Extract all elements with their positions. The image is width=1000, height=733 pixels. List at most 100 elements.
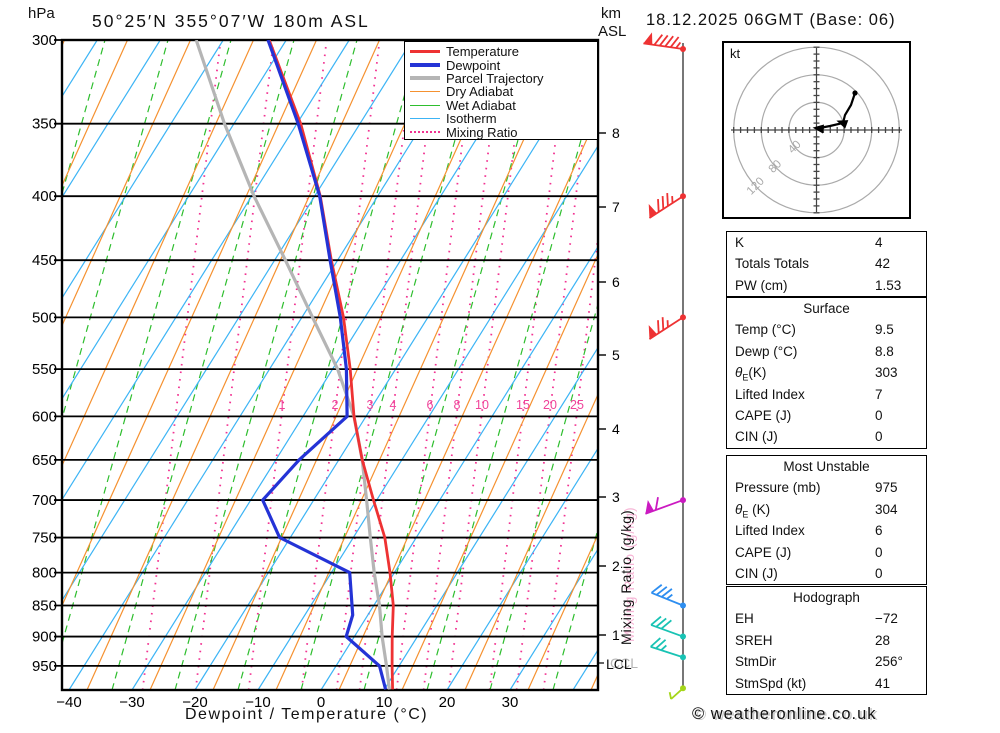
table-title: Hodograph xyxy=(793,590,860,605)
barb-full xyxy=(650,584,663,594)
wind-barb xyxy=(645,497,686,515)
km-tick-label: 1 xyxy=(612,627,620,643)
barb-half xyxy=(660,644,667,651)
legend-swatch-dry-adiabat xyxy=(410,91,440,93)
barb-full xyxy=(660,619,672,630)
table-row: Dewp (°C) 8.8 xyxy=(727,341,926,362)
table-row-label: CIN (J) xyxy=(735,429,778,445)
mixing-ratio-line xyxy=(515,40,596,690)
legend-swatch-dewpoint xyxy=(410,63,440,68)
pressure-tick-label: 750 xyxy=(32,530,57,547)
wind-barb-column xyxy=(643,32,686,700)
table-row: CIN (J) 0 xyxy=(727,426,926,447)
barb-half xyxy=(668,691,672,700)
dry-adiabat-line xyxy=(149,40,444,690)
table-row-value: 1.53 xyxy=(875,277,902,293)
dry-adiabat-line xyxy=(464,392,598,690)
dry-adiabat-line xyxy=(275,40,570,690)
sounding-curves xyxy=(194,40,395,690)
table-row-label: θE(K) xyxy=(735,365,767,383)
wind-barb xyxy=(650,637,686,661)
wind-barb xyxy=(668,685,686,700)
pressure-axis-labels: 300 350 400 450 500 550 600 650 700 750 800 850 900 9… xyxy=(32,32,57,675)
temp-tick-label: 30 xyxy=(502,694,519,711)
mixing-ratio-line xyxy=(488,40,569,690)
km-tick-label: 2 xyxy=(612,558,620,574)
table-row-label: Pressure (mb) xyxy=(735,480,821,496)
legend-item: Dry Adiabat xyxy=(405,84,597,99)
pressure-tick-label: 850 xyxy=(32,598,57,615)
table-row-value: 7 xyxy=(875,386,883,402)
isotherm-line xyxy=(320,245,598,690)
barb-staff xyxy=(650,624,684,638)
table-row: Temp (°C) 9.5 xyxy=(727,319,926,340)
wet-adiabat-line xyxy=(426,77,598,690)
table-row-value: 256° xyxy=(875,654,903,670)
barb-staff xyxy=(670,687,684,700)
mixing-ratio-line xyxy=(194,40,275,690)
isotherm-line xyxy=(62,40,287,400)
table-row-value: 8.8 xyxy=(875,343,894,359)
legend-label: Dewpoint xyxy=(446,57,501,73)
table-row: Pressure (mb) 975 xyxy=(727,477,926,498)
barb-flag xyxy=(643,32,653,45)
wet-adiabat-lines xyxy=(62,40,598,690)
background-grid xyxy=(0,40,598,690)
dry-adiabat-line xyxy=(0,40,2,690)
mixing-ratio-line xyxy=(335,40,416,690)
dry-adiabat-lines xyxy=(0,40,598,690)
mixing-ratio-line xyxy=(141,40,222,690)
table-row-label: Dewp (°C) xyxy=(735,343,798,359)
legend-item: Isotherm xyxy=(405,111,597,126)
barb-full xyxy=(655,639,667,650)
legend-swatch-mixing-ratio xyxy=(410,131,440,134)
table-row: CAPE (J) 0 xyxy=(727,405,926,426)
legend-swatch-wet-adiabat xyxy=(410,104,440,106)
wind-barb xyxy=(650,584,686,609)
page-title: 50°25′N 355°07′W 180m ASL xyxy=(92,11,370,31)
table-title: Surface xyxy=(803,301,850,316)
dry-adiabat-line xyxy=(527,532,598,690)
dry-adiabat-line xyxy=(62,40,129,188)
mixing-ratio-labels: 1 2 3 4 6 8 10 15 20 25 xyxy=(279,398,584,412)
table-row: SREH 28 xyxy=(727,630,926,651)
run-date: 18.12.2025 06GMT (Base: 06) xyxy=(646,11,896,29)
ccl-marker-label: CCL xyxy=(610,655,639,671)
isotherm-line xyxy=(62,40,413,602)
temp-tick-label: 10 xyxy=(376,694,393,711)
mixing-ratio-line xyxy=(542,229,598,690)
pressure-tick-label: 600 xyxy=(32,408,57,425)
table-row-label: Lifted Index xyxy=(735,386,805,402)
legend-swatch-temperature xyxy=(410,50,440,54)
legend-item: Parcel Trajectory xyxy=(405,71,597,86)
table-row-value: 9.5 xyxy=(875,322,894,338)
dry-adiabat-line xyxy=(401,252,598,690)
barb-full xyxy=(661,195,665,210)
pressure-axis-unit: hPa xyxy=(28,5,55,22)
mixing-ratio-label: 3 xyxy=(367,398,374,412)
km-tick-label: 6 xyxy=(612,274,620,290)
table-row-value: 303 xyxy=(875,365,898,381)
table-row-label: Temp (°C) xyxy=(735,322,796,338)
pressure-tick-label: 350 xyxy=(32,116,57,133)
barb-full xyxy=(657,320,660,334)
dry-adiabat-line xyxy=(62,40,318,608)
table-row-value: 0 xyxy=(875,544,883,560)
wet-adiabat-line xyxy=(552,527,598,690)
lcl-marker-label: LCL xyxy=(606,656,632,672)
barb-full xyxy=(657,198,660,213)
legend-item: Temperature xyxy=(405,44,597,59)
mixing-ratio-line xyxy=(247,40,328,690)
mixing-ratio-label: 1 xyxy=(279,398,286,412)
isotherm-line xyxy=(68,40,476,690)
isotherm-line xyxy=(194,44,598,690)
mixing-ratio-label: 4 xyxy=(390,398,397,412)
table-row: PW (cm) 1.53 xyxy=(727,275,926,296)
mixing-ratio-label: 8 xyxy=(454,398,461,412)
table-row: StmDir 256° xyxy=(727,651,926,672)
table-row-label: EH xyxy=(735,611,754,627)
